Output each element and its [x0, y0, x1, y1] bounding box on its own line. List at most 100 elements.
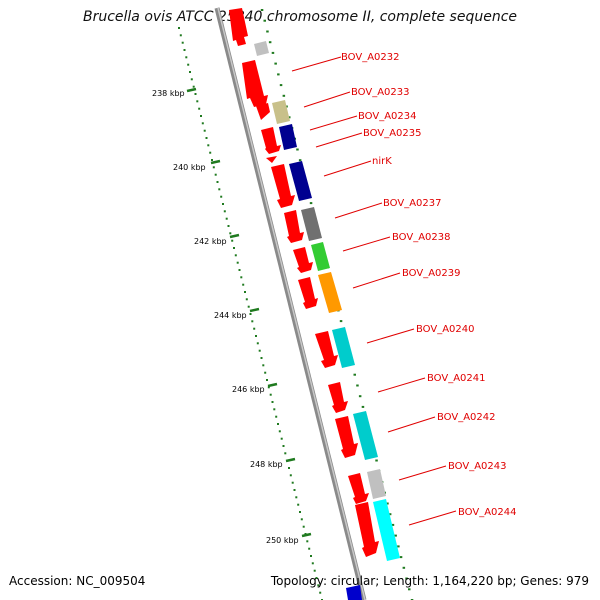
scale-dot [282, 94, 286, 97]
scale-dot [189, 71, 191, 73]
gene-label: BOV_A0232 [341, 52, 400, 63]
scale-dot [247, 305, 250, 308]
cds-arrow [266, 156, 277, 163]
feature-block [346, 585, 362, 600]
kbp-scale: 238 kbp 240 kbp 242 kbp 244 kbp 246 kbp … [152, 87, 312, 545]
cds-track [229, 8, 379, 557]
scale-dot [225, 217, 228, 220]
scale-dot [310, 555, 312, 557]
gene-label-group: BOV_A0234 [309, 111, 417, 131]
kbp-label: 250 kbp [266, 536, 299, 545]
scale-dot [339, 320, 343, 323]
gene-label-group: BOV_A0240 [366, 324, 475, 344]
scale-dot [229, 232, 232, 235]
cds-arrow [315, 331, 338, 368]
cds-arrow [355, 502, 379, 557]
gene-label-group: BOV_A0244 [408, 507, 517, 526]
gene-label: BOV_A0233 [351, 87, 410, 98]
scale-dot [386, 502, 389, 505]
gene-label: BOV_A0239 [402, 268, 461, 279]
scale-dot [269, 393, 272, 396]
scale-dot [263, 19, 266, 22]
feature-block [318, 272, 342, 313]
scale-dot [273, 408, 276, 411]
scale-dot [295, 496, 298, 499]
gene-label-group: BOV_A0235 [315, 128, 422, 148]
scale-dot [306, 540, 309, 543]
kbp-label: 244 kbp [214, 311, 247, 320]
cds-arrow [293, 247, 313, 273]
kbp-marker: 244 kbp [214, 307, 260, 320]
scale-dot [236, 261, 239, 264]
scale-dot [234, 254, 237, 257]
cds-arrow [256, 103, 270, 120]
scale-dot [299, 511, 301, 513]
scale-dot [238, 269, 241, 271]
scale-dot [214, 173, 217, 176]
scale-dot [297, 503, 300, 506]
scale-dot [249, 313, 252, 315]
gene-label-group: BOV_A0242 [387, 412, 496, 433]
cds-arrow [298, 277, 318, 309]
scale-dot [399, 556, 403, 559]
gene-label-group: nirK [323, 156, 392, 177]
scale-dot [258, 349, 261, 352]
scale-dot [282, 445, 285, 447]
cds-arrow [261, 127, 281, 154]
gene-label-group: BOV_A0232 [291, 52, 400, 72]
scale-dot [289, 474, 292, 477]
feature-block [272, 100, 290, 124]
chromosome-backbone [214, 7, 367, 600]
gene-label: BOV_A0240 [416, 324, 475, 335]
scale-dot [284, 452, 287, 455]
scale-dot [223, 210, 226, 213]
accession-text: Accession: NC_009504 [9, 574, 146, 588]
scale-dot [394, 534, 397, 537]
scale-dot [402, 566, 406, 569]
scale-dot [358, 395, 362, 398]
scale-dot [253, 327, 256, 330]
scale-dot [268, 41, 272, 44]
kbp-label: 238 kbp [152, 89, 185, 98]
scale-dot [271, 401, 274, 403]
kbp-marker: 246 kbp [232, 382, 278, 394]
scale-dot [353, 373, 356, 376]
gene-label: BOV_A0234 [358, 111, 417, 122]
scale-dot [361, 405, 365, 408]
scale-dot [227, 225, 230, 227]
scale-dot [308, 547, 311, 550]
gene-label-group: BOV_A0239 [352, 268, 461, 289]
scale-dot [260, 357, 263, 359]
feature-track [254, 41, 400, 600]
feature-block [311, 242, 330, 271]
gene-label-group: BOV_A0237 [334, 198, 442, 219]
scale-dot [300, 518, 303, 521]
scale-dot [251, 320, 254, 323]
scale-dot [356, 384, 359, 387]
scale-dot [291, 481, 294, 484]
cds-arrow [328, 382, 348, 413]
cds-arrow [242, 60, 268, 107]
scale-dot [190, 78, 193, 81]
scale-dot [266, 30, 269, 33]
kbp-marker: 240 kbp [173, 159, 221, 172]
scale-dot [278, 430, 281, 433]
feature-block [279, 124, 297, 150]
scale-dot [285, 105, 288, 108]
feature-block [373, 499, 400, 561]
scale-dot [280, 437, 283, 440]
scale-dot [260, 9, 264, 11]
feature-block [353, 411, 378, 460]
feature-block [367, 469, 386, 499]
scale-dot [293, 489, 296, 491]
cds-arrow [335, 416, 358, 458]
scale-dot [178, 27, 180, 29]
scale-dot [298, 159, 302, 162]
gene-label-group: BOV_A0233 [303, 87, 410, 108]
gene-label: BOV_A0242 [437, 412, 496, 423]
scale-dot [245, 298, 248, 301]
scale-dot [309, 202, 313, 205]
scale-dot [264, 371, 267, 374]
scale-dots [178, 27, 323, 600]
